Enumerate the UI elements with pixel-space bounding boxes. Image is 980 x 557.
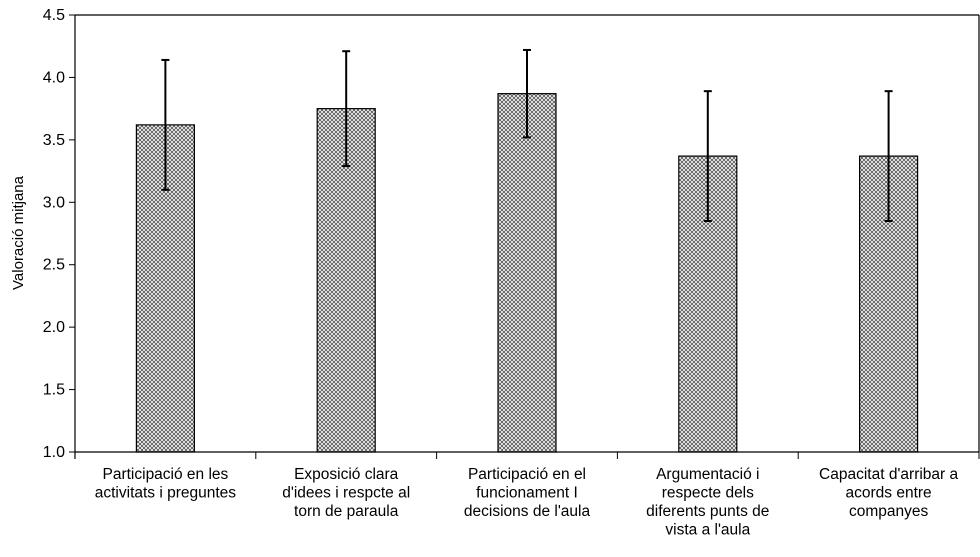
y-tick-label: 2.0 <box>43 319 65 336</box>
axes <box>74 14 980 459</box>
x-tick-label: acords entre <box>846 485 932 502</box>
x-tick-label: diferents punts de <box>646 503 769 520</box>
bars <box>135 93 919 453</box>
y-tick-label: 1.5 <box>43 382 65 399</box>
error-bars <box>161 48 980 459</box>
x-tick-label: decisions de l'aula <box>464 503 591 520</box>
x-tick-label: vista a l'aula <box>665 522 750 539</box>
x-tick-label: respecte dels <box>662 485 754 502</box>
x-tick-label: Exposició clara <box>294 466 399 483</box>
y-tick-label: 4.0 <box>43 69 65 86</box>
x-tick-label: companyes <box>849 503 929 520</box>
y-axis-title: Valoració mitjana <box>10 175 27 290</box>
bar <box>497 93 557 453</box>
category-labels: Participació en les activitats i pregunte… <box>95 466 959 539</box>
y-axis-ticks: 1.0 1.5 2.0 2.5 3.0 3.5 4.0 4.5 <box>43 7 75 461</box>
x-tick-label: d'idees i respcte al <box>282 485 410 502</box>
y-tick-label: 1.0 <box>43 444 65 461</box>
y-tick-label: 3.0 <box>43 194 65 211</box>
y-tick-label: 2.5 <box>43 257 65 274</box>
x-tick-label: torn de paraula <box>294 503 399 520</box>
bar <box>858 155 919 453</box>
y-tick-label: 3.5 <box>43 132 65 149</box>
x-tick-label: funcionament I <box>476 485 578 502</box>
x-tick-label: activitats i preguntes <box>95 485 237 502</box>
x-tick-label: Capacitat d'arribar a <box>819 466 958 483</box>
x-tick-label: Argumentació i <box>656 466 759 483</box>
x-tick-label: Participació en el <box>468 466 586 483</box>
x-tick-label: Participació en les <box>103 466 229 483</box>
y-tick-label: 4.5 <box>43 7 65 24</box>
